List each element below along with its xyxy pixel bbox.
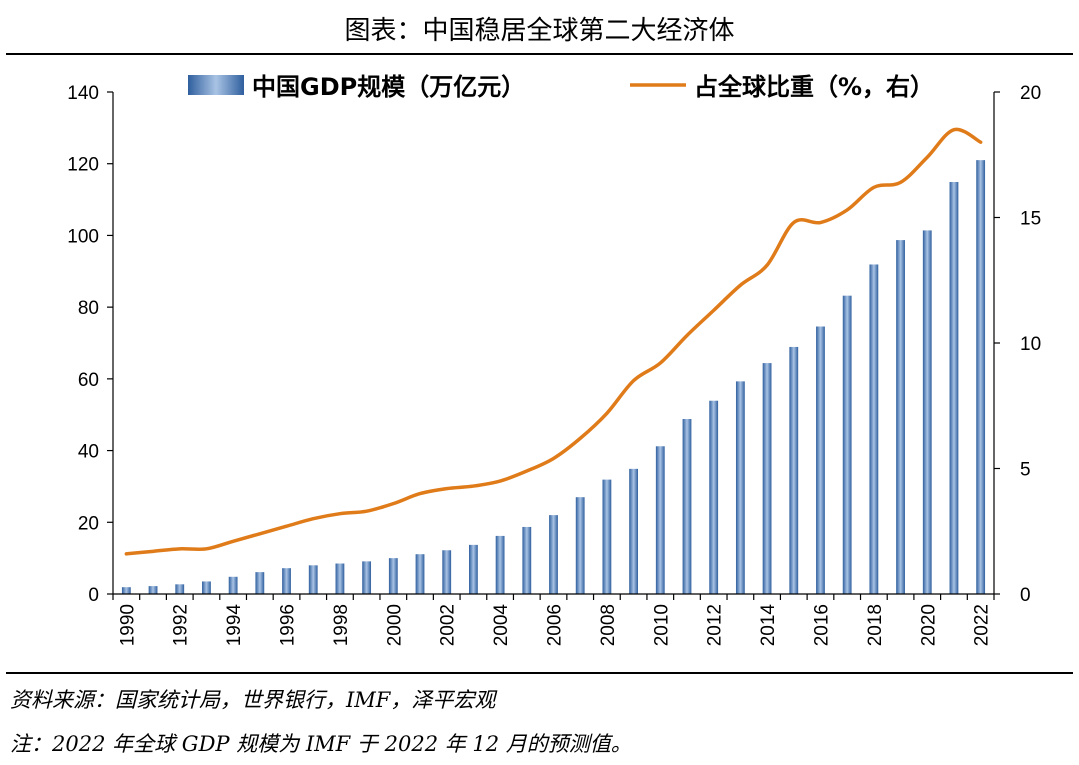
x-tick-label: 1998 [331, 604, 352, 646]
x-tick-label: 2002 [438, 604, 459, 646]
bar-2017 [842, 295, 852, 594]
legend: 中国GDP规模（万亿元） 占全球比重（%，右） [188, 73, 934, 101]
bar-2006 [549, 515, 558, 594]
bar-2009 [629, 468, 638, 594]
bar-1990 [121, 587, 131, 594]
bar-1996 [282, 568, 291, 594]
y-right-tick-label: 15 [1020, 209, 1041, 230]
y-left-tick-label: 40 [78, 442, 99, 463]
tick-labels: 0 20 40 60 80 100 120 140 0 5 10 15 20 1990 1992 1994 19… [67, 83, 1041, 646]
footnote: 注：2022 年全球 GDP 规模为 IMF 于 2022 年 12 月的预测值… [10, 732, 632, 756]
bar-2011 [682, 419, 692, 594]
bar-2014 [762, 363, 772, 594]
x-tick-label: 2012 [705, 604, 726, 646]
x-tick-label: 2016 [811, 604, 832, 646]
bar-2019 [896, 240, 905, 594]
bar-2013 [735, 381, 745, 594]
bar-2005 [522, 526, 532, 594]
x-tick-label: 2022 [972, 604, 993, 646]
y-right-tick-label: 0 [1020, 585, 1031, 606]
legend-bar-label: 中国GDP规模（万亿元） [252, 73, 525, 101]
x-tick-label: 1992 [171, 604, 192, 646]
bar-2004 [495, 535, 505, 594]
bar-2003 [469, 544, 478, 594]
y-left-tick-label: 120 [67, 155, 99, 176]
bar-2007 [575, 497, 585, 594]
bar-1991 [148, 586, 158, 594]
bar-2020 [922, 230, 932, 594]
x-tick-label: 2006 [545, 604, 566, 646]
y-left-tick-label: 0 [88, 585, 99, 606]
share-line [124, 127, 983, 556]
bar-2002 [442, 550, 452, 594]
bottom-rule [6, 672, 1073, 674]
figure-title: 图表：中国稳居全球第二大经济体 [344, 16, 735, 46]
x-tick-label: 1990 [117, 604, 138, 646]
x-tick-label: 2014 [758, 604, 779, 647]
bar-2021 [949, 182, 959, 594]
x-tick-label: 2000 [384, 604, 405, 646]
bar-1999 [362, 561, 372, 594]
x-tick-label: 2010 [651, 604, 672, 646]
bar-2010 [655, 446, 665, 594]
x-tick-label: 1996 [278, 604, 299, 646]
y-left-tick-label: 20 [78, 513, 99, 534]
legend-line-label: 占全球比重（%，右） [694, 73, 934, 101]
y-left-tick-label: 60 [78, 370, 99, 391]
bar-1995 [255, 572, 265, 594]
bar-1998 [335, 563, 345, 594]
bar-2015 [789, 346, 799, 594]
bar-2016 [816, 326, 825, 594]
x-tick-label: 2020 [918, 604, 939, 646]
x-tick-label: 2008 [598, 604, 619, 646]
bar-2001 [415, 554, 425, 594]
bar-2022 [976, 160, 986, 594]
bar-2012 [709, 400, 719, 594]
x-tick-label: 1994 [224, 604, 245, 647]
bar-2000 [388, 558, 398, 594]
y-right-tick-label: 10 [1020, 334, 1041, 355]
bar-2018 [869, 264, 879, 594]
x-tick-label: 2004 [491, 604, 512, 647]
bar-1992 [175, 584, 185, 594]
bar-1993 [202, 581, 211, 594]
top-rule [6, 53, 1073, 55]
axes [107, 91, 1000, 600]
y-left-tick-label: 80 [78, 298, 99, 319]
gdp-chart: 0 20 40 60 80 100 120 140 0 5 10 15 20 1990 1992 1994 19… [67, 73, 1041, 646]
bar-1997 [308, 565, 318, 594]
y-right-tick-label: 5 [1020, 460, 1031, 481]
y-left-tick-label: 140 [67, 83, 99, 104]
source-note: 资料来源：国家统计局，世界银行，IMF，泽平宏观 [10, 688, 496, 712]
legend-bar-swatch [188, 75, 244, 95]
bar-series [121, 160, 986, 594]
x-tick-label: 2018 [865, 604, 886, 646]
bar-2008 [602, 479, 612, 594]
y-left-tick-label: 100 [67, 226, 99, 247]
bar-1994 [228, 576, 238, 594]
y-right-tick-label: 20 [1020, 83, 1041, 104]
